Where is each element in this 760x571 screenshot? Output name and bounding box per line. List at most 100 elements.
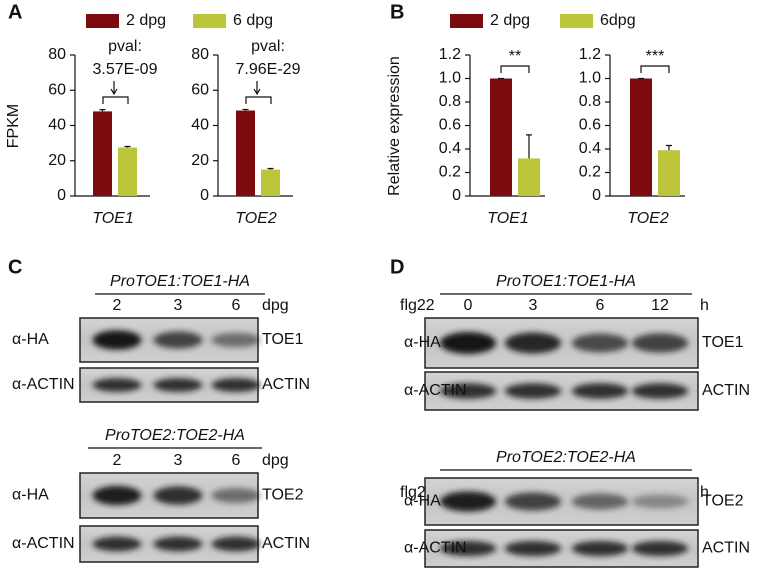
bar	[93, 111, 112, 196]
lane-label: 2	[113, 452, 122, 469]
lane-label: 12	[651, 297, 669, 314]
legend-label: 2 dpg	[126, 12, 166, 29]
error-bar	[666, 144, 672, 151]
treatment-label: flg22	[400, 297, 435, 314]
y-tick-label: 0.4	[439, 140, 461, 157]
blot-band	[632, 383, 688, 399]
blot-band	[153, 331, 203, 349]
blot-title: ProTOE2:TOE2-HA	[105, 427, 245, 444]
annotation-bracket	[245, 96, 272, 104]
blot-band	[505, 540, 561, 557]
blot-band	[572, 383, 628, 399]
lane-label: 6	[596, 297, 605, 314]
blot-band	[632, 540, 688, 557]
y-tick-label: 0	[592, 187, 601, 204]
blot-band	[440, 540, 496, 557]
blot-band	[505, 332, 561, 354]
protein-label: TOE1	[262, 331, 304, 348]
y-tick-label: 0.2	[439, 164, 461, 181]
y-tick-label: 40	[191, 117, 209, 134]
y-axis-label: FPKM	[5, 104, 22, 148]
annotation: pval:	[251, 38, 285, 55]
bar	[261, 169, 280, 196]
annotation: 7.96E-29	[236, 61, 301, 78]
blot-title: ProTOE1:TOE1-HA	[110, 273, 250, 290]
antibody-label: α-ACTIN	[404, 540, 467, 557]
annotation: pval:	[108, 38, 142, 55]
category-label: TOE2	[627, 210, 669, 227]
protein-label: ACTIN	[702, 540, 750, 557]
bar	[118, 147, 137, 196]
bar	[630, 78, 652, 196]
lane-label: 3	[174, 297, 183, 314]
blot-band	[572, 540, 628, 557]
y-tick-label: 20	[191, 152, 209, 169]
blot-band	[440, 332, 496, 354]
panel-label: D	[390, 256, 404, 278]
protein-label: ACTIN	[262, 535, 310, 552]
annotation: ***	[646, 48, 665, 65]
panel-label: C	[8, 256, 22, 278]
lane-label: 3	[529, 297, 538, 314]
legend-label: 2 dpg	[490, 12, 530, 29]
lane-label: 6	[232, 452, 241, 469]
blot-band	[153, 486, 203, 505]
blot-band	[92, 378, 142, 392]
annotation-bracket	[102, 96, 129, 104]
y-tick-label: 60	[191, 81, 209, 98]
error-bar	[526, 134, 532, 159]
bar	[490, 78, 512, 196]
annotation-arrow	[253, 81, 261, 96]
legend-swatch	[193, 14, 226, 28]
blot-band	[440, 491, 496, 512]
annotation-bracket	[500, 65, 530, 73]
antibody-label: α-HA	[404, 334, 441, 351]
protein-label: TOE1	[702, 334, 744, 351]
y-tick-label: 40	[48, 117, 66, 134]
y-tick-label: 0.6	[439, 117, 461, 134]
y-tick-label: 0	[200, 187, 209, 204]
annotation-arrow	[110, 81, 118, 96]
category-label: TOE1	[487, 210, 529, 227]
antibody-label: α-HA	[12, 487, 49, 504]
y-tick-label: 0.6	[579, 117, 601, 134]
bar	[518, 158, 540, 196]
blot-band	[92, 536, 142, 552]
y-axis-label: Relative expression	[386, 56, 403, 196]
protein-label: TOE2	[702, 493, 744, 510]
y-tick-label: 0.8	[439, 93, 461, 110]
blot-band	[92, 330, 142, 350]
error-bar	[242, 108, 249, 111]
legend-swatch	[450, 14, 483, 28]
protein-label: TOE2	[262, 487, 304, 504]
error-bar	[124, 145, 131, 148]
blot-band	[632, 494, 688, 509]
y-tick-label: 1.2	[579, 46, 601, 63]
antibody-label: α-HA	[12, 331, 49, 348]
y-tick-label: 1.0	[579, 70, 601, 87]
annotation: **	[509, 48, 521, 65]
y-tick-label: 0.2	[579, 164, 601, 181]
y-tick-label: 80	[48, 46, 66, 63]
blot-title: ProTOE1:TOE1-HA	[496, 273, 636, 290]
bar	[236, 110, 255, 196]
lane-unit: dpg	[262, 452, 289, 469]
legend-swatch	[560, 14, 593, 28]
antibody-label: α-ACTIN	[404, 382, 467, 399]
y-tick-label: 1.2	[439, 46, 461, 63]
category-label: TOE1	[92, 210, 134, 227]
blot-band	[440, 383, 496, 399]
y-tick-label: 0.8	[579, 93, 601, 110]
blot-band	[505, 492, 561, 511]
lane-label: 3	[174, 452, 183, 469]
y-tick-label: 80	[191, 46, 209, 63]
panel-label: A	[8, 1, 22, 23]
bar	[658, 150, 680, 196]
blot-band	[572, 333, 628, 353]
error-bar	[99, 109, 106, 112]
y-tick-label: 0	[57, 187, 66, 204]
antibody-label: α-ACTIN	[12, 376, 75, 393]
blot-band	[211, 378, 261, 392]
legend-label: 6dpg	[600, 12, 636, 29]
legend-label: 6 dpg	[233, 12, 273, 29]
